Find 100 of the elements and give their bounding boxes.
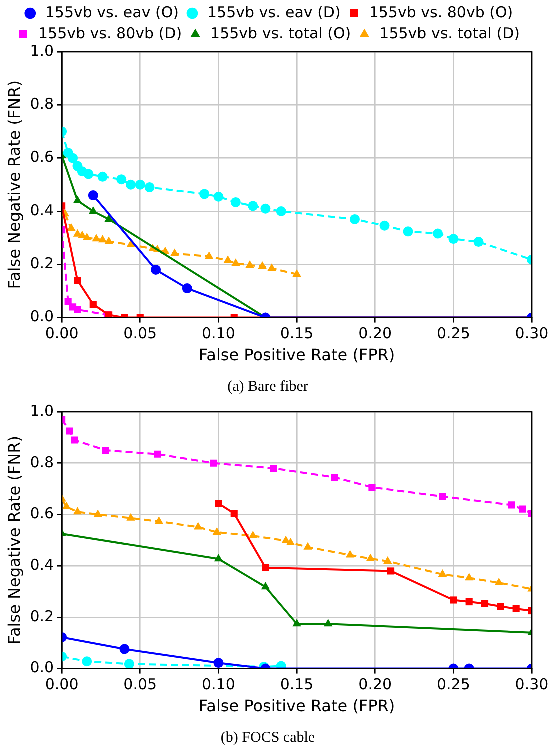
- point: [276, 206, 286, 216]
- x-tick-label: 0.20: [358, 676, 392, 694]
- point: [261, 582, 270, 590]
- point: [126, 180, 136, 190]
- point: [450, 596, 458, 604]
- legend-label: 155vb vs. eav (O): [45, 3, 179, 22]
- point: [324, 619, 333, 627]
- point: [230, 510, 238, 518]
- point: [270, 464, 278, 472]
- point: [73, 196, 82, 204]
- point: [74, 277, 82, 284]
- point: [248, 531, 258, 539]
- point: [94, 510, 102, 518]
- point: [62, 502, 72, 510]
- legend-label: 155vb vs. 80vb (D): [38, 24, 182, 42]
- x-tick-label: 0.30: [515, 324, 549, 343]
- point: [466, 598, 473, 606]
- point: [66, 428, 74, 435]
- point: [98, 235, 108, 243]
- point: [368, 484, 376, 492]
- point: [170, 248, 180, 256]
- point: [387, 568, 395, 575]
- point: [135, 180, 146, 190]
- x-tick-label: 0.25: [436, 676, 470, 694]
- point: [120, 644, 130, 654]
- point: [82, 233, 92, 241]
- x-axis-title: False Positive Rate (FPR): [198, 346, 396, 365]
- point: [71, 436, 78, 444]
- point: [200, 189, 210, 200]
- y-tick-label: 0.6: [30, 148, 54, 166]
- point: [116, 174, 127, 185]
- y-tick-label: 0.0: [30, 308, 54, 326]
- point: [214, 658, 224, 668]
- point: [292, 619, 302, 627]
- point: [331, 474, 338, 482]
- text: (a) Bare fiber: [228, 378, 308, 395]
- x-tick-label: 0.05: [124, 324, 158, 343]
- point: [304, 542, 312, 550]
- x-tick-label: 0.10: [202, 324, 236, 343]
- point: [433, 228, 444, 239]
- x-tick-label: 0.30: [515, 676, 549, 694]
- point: [73, 507, 82, 515]
- y-tick-label: 1.0: [30, 42, 54, 60]
- point: [474, 237, 484, 248]
- point: [366, 554, 375, 562]
- point: [248, 201, 258, 212]
- legend-label: 155vb vs. total (D): [380, 24, 520, 42]
- legend-label: 155vb vs. eav (D): [207, 3, 341, 22]
- x-tick-label: 0.15: [280, 676, 314, 694]
- point: [260, 204, 271, 214]
- legend-label: 155vb vs. total (O): [210, 24, 352, 42]
- y-tick-label: 0.4: [30, 201, 54, 220]
- point: [126, 513, 136, 521]
- point: [154, 450, 162, 458]
- point: [439, 493, 446, 500]
- text: (b) FOCS cable: [220, 730, 316, 746]
- x-tick-label: 0.25: [436, 324, 470, 343]
- point: [448, 234, 459, 244]
- point: [144, 182, 155, 193]
- point: [84, 169, 94, 180]
- point: [88, 190, 98, 201]
- point: [215, 500, 222, 508]
- point: [384, 556, 392, 564]
- point: [465, 573, 474, 581]
- y-tick-label: 0.6: [30, 504, 54, 523]
- point: [194, 522, 203, 530]
- y-tick-label: 0.8: [30, 95, 54, 114]
- y-tick-label: 0.8: [30, 453, 54, 472]
- x-tick-label: 0.20: [358, 324, 392, 343]
- point: [438, 570, 448, 578]
- point: [92, 234, 101, 242]
- point: [182, 284, 192, 294]
- point: [82, 656, 92, 667]
- y-tick-label: 0.0: [30, 658, 54, 677]
- point: [68, 153, 78, 164]
- point: [258, 262, 267, 269]
- point: [154, 516, 164, 524]
- x-tick-label: 0.05: [124, 676, 158, 694]
- point: [494, 578, 504, 586]
- y-tick-label: 1.0: [30, 402, 54, 420]
- point: [210, 460, 218, 467]
- x-tick-label: 0.15: [280, 324, 314, 343]
- point: [292, 269, 302, 277]
- y-tick-label: 0.2: [30, 607, 54, 626]
- point: [98, 172, 108, 182]
- point: [224, 256, 232, 264]
- point: [512, 605, 520, 612]
- point: [204, 252, 214, 260]
- legend-label: 155vb vs. 80vb (O): [369, 3, 514, 22]
- y-tick-label: 0.2: [30, 254, 54, 273]
- point: [124, 659, 134, 669]
- point: [246, 260, 254, 268]
- y-axis-title: False Negative Rate (FNR): [4, 80, 24, 290]
- point: [212, 527, 222, 535]
- point: [380, 220, 390, 231]
- point: [403, 226, 414, 237]
- point: [481, 600, 489, 608]
- point: [346, 550, 355, 558]
- point: [350, 214, 360, 224]
- point: [104, 236, 114, 244]
